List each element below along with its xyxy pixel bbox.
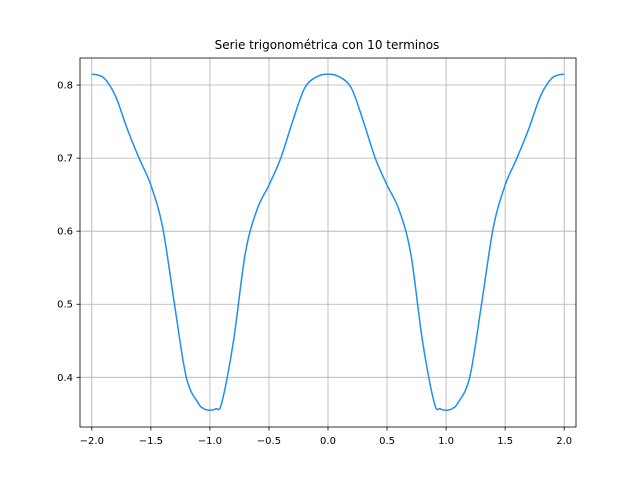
y-tick-label: 0.8 (57, 81, 73, 92)
x-tick-label: 0.5 (379, 436, 395, 447)
x-tick-label: −0.5 (257, 436, 281, 447)
chart-title: Serie trigonométrica con 10 terminos (215, 38, 440, 52)
grid (80, 58, 576, 427)
x-tick-label: −1.5 (139, 436, 163, 447)
axis-ticks: −2.0 −1.5 −1.0 −0.5 0.0 0.5 1.0 1.5 2.0 0.4 0.5 0.6… (57, 81, 572, 447)
plot-area (91, 73, 565, 411)
y-tick-label: 0.4 (57, 373, 73, 384)
x-tick-label: −2.0 (80, 436, 104, 447)
y-tick-label: 0.6 (57, 227, 73, 238)
x-tick-label: 0.0 (320, 436, 336, 447)
series-line (91, 73, 565, 411)
axes-frame (79, 57, 577, 428)
y-tick-label: 0.5 (57, 300, 73, 311)
x-tick-label: 1.0 (438, 436, 454, 447)
x-tick-label: −1.0 (198, 436, 222, 447)
y-tick-label: 0.7 (57, 154, 73, 165)
x-tick-label: 2.0 (556, 436, 572, 447)
x-tick-label: 1.5 (497, 436, 513, 447)
